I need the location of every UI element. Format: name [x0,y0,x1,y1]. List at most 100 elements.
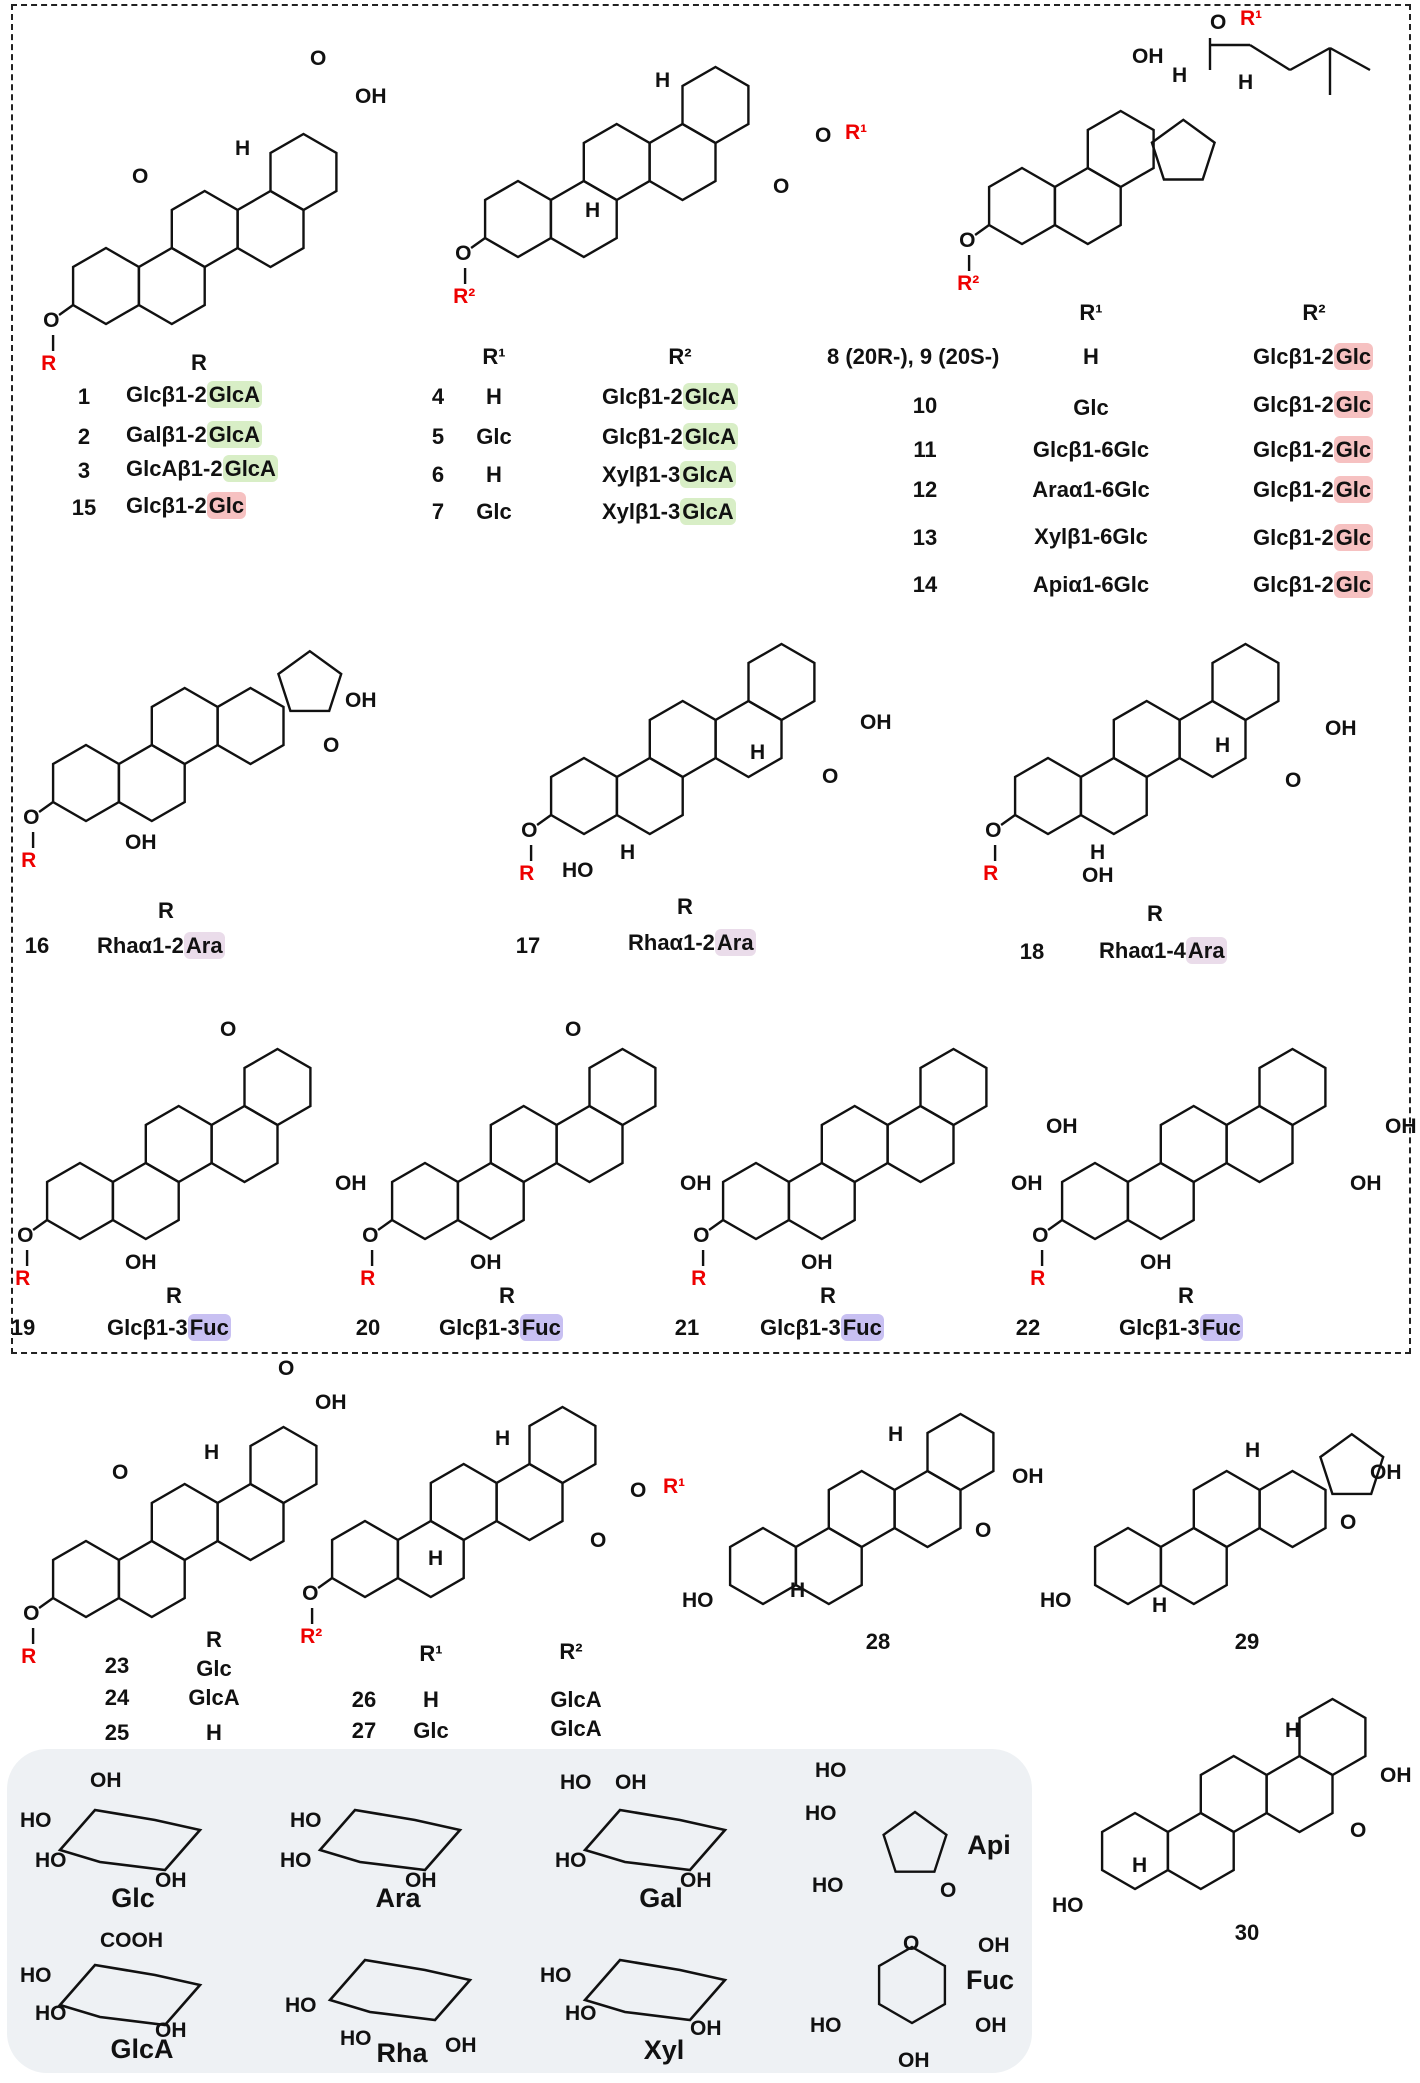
bond-o [536,814,552,826]
prefix: GlcAβ1-2 [126,456,223,481]
compound-number: 1 [77,384,91,409]
ring-c [582,122,651,202]
ring-b [111,1161,180,1241]
atom-label-o: O [455,242,472,265]
ring-c [1192,1469,1261,1549]
ring-e [747,642,816,722]
compound-number: 22 [1015,1315,1041,1340]
substituent: Glcβ1-3Fuc [1119,1314,1243,1341]
group4-header: R [158,898,174,923]
group4-header: R [1147,901,1163,926]
xyl-ring [582,1958,728,2022]
atom-label-o: O [565,1018,582,1041]
compound-number: 19 [10,1315,36,1340]
atom-label-o: O [985,819,1002,842]
ring-d [1258,1469,1327,1549]
atom-label-oh: OH [1132,45,1164,68]
atom-label-h: H [495,1427,511,1450]
ring-a [549,756,619,836]
bond-o [377,1219,393,1231]
atom-label-oh: OH [1012,1465,1044,1488]
ring-b [456,1161,525,1241]
atom-label-oh: OH [1140,1251,1172,1274]
r1-value: H [423,1687,439,1712]
prefix: Glcβ1-3 [107,1315,188,1340]
highlight: Fuc [1199,1314,1243,1341]
ring-b [787,1161,856,1241]
atom-label-o: O [1285,769,1302,792]
bond [1289,46,1331,72]
highlight: Fuc [187,1314,231,1341]
highlight: GlcA [206,421,263,448]
atom-label-o: O [1210,11,1227,34]
atom-label-oh: OH [90,1769,122,1792]
ring-b [1166,1811,1235,1891]
prefix: Glcβ1-2 [602,384,683,409]
atom-label-oh: OH [1380,1764,1412,1787]
substituent: Glcβ1-3Fuc [107,1314,231,1341]
atom-label-o: O [17,1224,34,1247]
atom-label-ho: HO [20,1964,52,1987]
substituent: Glcβ1-3Fuc [439,1314,563,1341]
ring-c [429,1462,498,1542]
ring-b [1126,1161,1195,1241]
atom-label-h: H [620,841,636,864]
ring-d [210,1104,279,1184]
ring-e [926,1412,995,1492]
atom-label-ho: HO [1052,1894,1084,1917]
sugar-api-label: Api [967,1830,1011,1860]
highlight: GlcA [206,381,263,408]
compound-number: 4 [431,384,445,409]
prefix: Glcβ1-2 [1253,392,1334,417]
ring-e [681,65,750,145]
highlight: Glc [206,492,247,519]
ring-e [243,1047,312,1127]
sugar-gal-label: Gal [639,1883,683,1913]
glc-ring [57,1808,203,1872]
r2-value: Glcβ1-2GlcA [602,423,739,450]
group3-header-r1: R¹ [1079,300,1103,325]
r1-value: Glc [476,499,512,524]
ring-a [728,1526,798,1606]
ring-d [1178,699,1247,779]
substituent: Rhaα1-2Ara [97,932,225,959]
highlight: Glc [1333,343,1374,370]
atom-label-o: O [903,1932,920,1955]
ring-e [919,1047,988,1127]
group3-header-r2: R² [1302,300,1326,325]
ring-e [1211,642,1280,722]
group5-header: R [820,1283,836,1308]
ring-b [117,1539,186,1619]
atom-label-ho: HO [805,1802,837,1825]
atom-label-oh: OH [345,689,377,712]
atom-label-h: H [790,1579,806,1602]
atom-label-r: R [983,862,999,885]
prefix: Galβ1-2 [126,422,207,447]
compound-number: 23 [104,1653,130,1678]
prefix: Xylβ1-3 [602,499,681,524]
atom-label-oh: OH [1011,1172,1043,1195]
fuc-ring [877,1945,947,2025]
bond-o [58,304,74,316]
atom-label-ho: HO [560,1771,592,1794]
compound-number: 7 [431,499,445,524]
atom-label-o: O [940,1879,957,1902]
atom-label-oh: OH [615,1771,647,1794]
sugar-legend-panel [7,1749,1032,2073]
ring-a [71,246,141,326]
compound-number: 21 [674,1315,700,1340]
group1-header: R [191,350,207,375]
ring-b [549,179,618,259]
compound-number: 14 [912,572,938,597]
sugar-rha-label: Rha [376,2038,428,2068]
atom-label-oh: OH [801,1251,833,1274]
highlight: Fuc [519,1314,563,1341]
atom-label-ho: HO [565,2002,597,2025]
compound-number: 5 [431,424,445,449]
five-membered-ring [1318,1432,1385,1496]
atom-label-h: H [1172,64,1188,87]
substituent: Glcβ1-3Fuc [760,1314,884,1341]
atom-label-oh: OH [860,711,892,734]
compound-number: 15 [71,495,97,520]
atom-label-o: O [959,229,976,252]
